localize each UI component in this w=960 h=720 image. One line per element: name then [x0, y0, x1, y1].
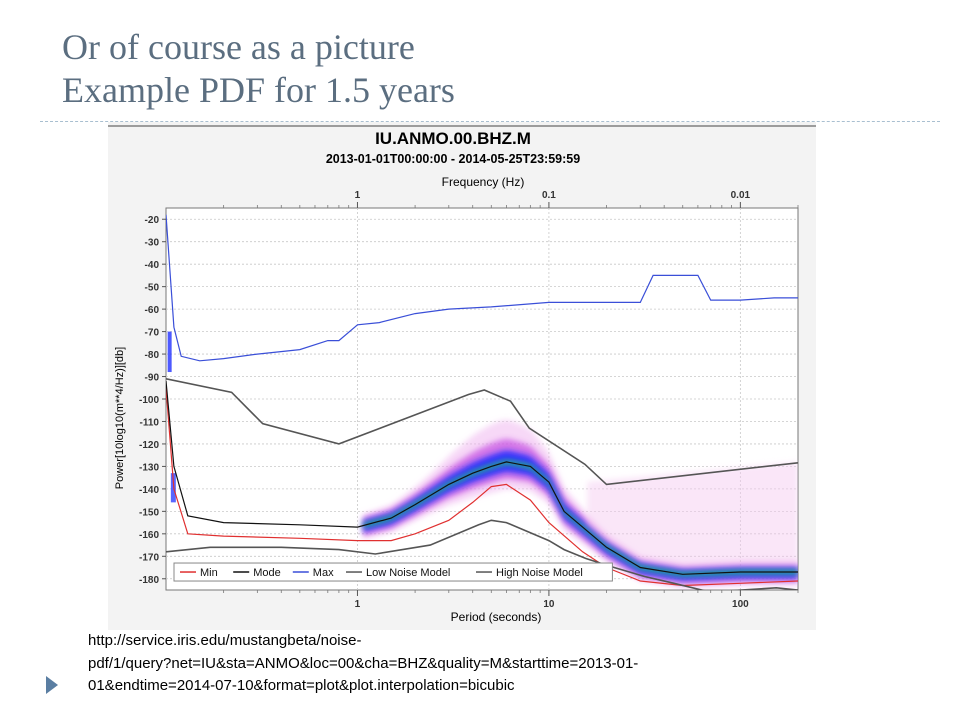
url-line-2: pdf/1/query?net=IU&sta=ANMO&loc=00&cha=B… — [88, 654, 639, 672]
y-tick-label: -180 — [139, 575, 159, 586]
y-tick-label: -150 — [139, 507, 159, 518]
legend-entry: Min — [200, 567, 218, 579]
y-tick-label: -130 — [139, 462, 159, 473]
x2-tick-label: 0.1 — [542, 190, 556, 201]
x-tick-label: 10 — [543, 599, 555, 610]
slide-title-line-1: Or of course as a picture — [62, 27, 415, 67]
legend-entry: Max — [313, 567, 334, 579]
url-line-3: 01&endtime=2014-07-10&format=plot&plot.i… — [88, 677, 515, 694]
chart-subtitle: 2013-01-01T00:00:00 - 2014-05-25T23:59:5… — [326, 152, 580, 166]
slide-title-line-2: Example PDF for 1.5 years — [62, 70, 455, 110]
bullet-arrow-icon — [46, 676, 58, 694]
url-line-1: http://service.iris.edu/mustangbeta/nois… — [88, 632, 362, 649]
y-tick-label: -70 — [145, 328, 160, 339]
x-tick-label: 100 — [732, 599, 749, 610]
period-axis-label: Period (seconds) — [451, 610, 542, 624]
y-tick-label: -120 — [139, 440, 159, 451]
x-tick-label: 1 — [355, 599, 361, 610]
y-tick-label: -100 — [139, 395, 159, 406]
series-lines — [166, 214, 798, 590]
title-divider — [40, 121, 940, 122]
y-tick-label: -140 — [139, 485, 159, 496]
axis-ticks: -20 -30 -40 -50 -60 -70 -80 -90 -100 -110 -120 -130… — [139, 190, 799, 610]
legend-entry: Mode — [253, 567, 281, 579]
x2-tick-label: 1 — [355, 190, 361, 201]
pdf-band-long-period — [587, 461, 798, 568]
pdf-density — [167, 331, 798, 588]
legend: Min Mode Max Low Noise Model High Noise Mode… — [173, 562, 613, 582]
chart-title: IU.ANMO.00.BHZ.M — [375, 129, 531, 148]
y-tick-label: -50 — [145, 283, 160, 294]
pdf-band-blue — [363, 450, 798, 581]
query-url[interactable]: http://service.iris.edu/mustangbeta/nois… — [88, 630, 778, 698]
y-tick-label: -80 — [145, 350, 160, 361]
y-tick-label: -60 — [145, 305, 160, 316]
y-tick-label: -40 — [145, 260, 160, 271]
x2-tick-label: 0.01 — [731, 190, 751, 201]
pdf-short-period-spike — [167, 331, 172, 373]
series-line-low-noise-model — [166, 519, 798, 590]
legend-box — [173, 562, 613, 582]
slide-title: Or of course as a picture Example PDF fo… — [62, 26, 455, 112]
y-tick-label: -160 — [139, 530, 159, 541]
y-axis-label: Power[10log10(m**4/Hz)][db] — [114, 347, 126, 489]
series-line-max — [166, 214, 798, 362]
series-line-mode — [166, 380, 798, 575]
y-tick-label: -90 — [145, 373, 160, 384]
y-tick-label: -30 — [145, 238, 160, 249]
legend-entry: Low Noise Model — [366, 567, 450, 579]
frequency-axis-label: Frequency (Hz) — [442, 175, 525, 189]
series-line-high-noise-model — [166, 378, 798, 486]
series-line-min — [166, 387, 798, 587]
legend-entry: High Noise Model — [496, 567, 583, 579]
psd-pdf-chart: IU.ANMO.00.BHZ.M 2013-01-01T00:00:00 - 2… — [108, 122, 816, 630]
y-tick-label: -20 — [145, 215, 160, 226]
y-tick-label: -110 — [140, 417, 160, 428]
y-tick-label: -170 — [139, 552, 159, 563]
